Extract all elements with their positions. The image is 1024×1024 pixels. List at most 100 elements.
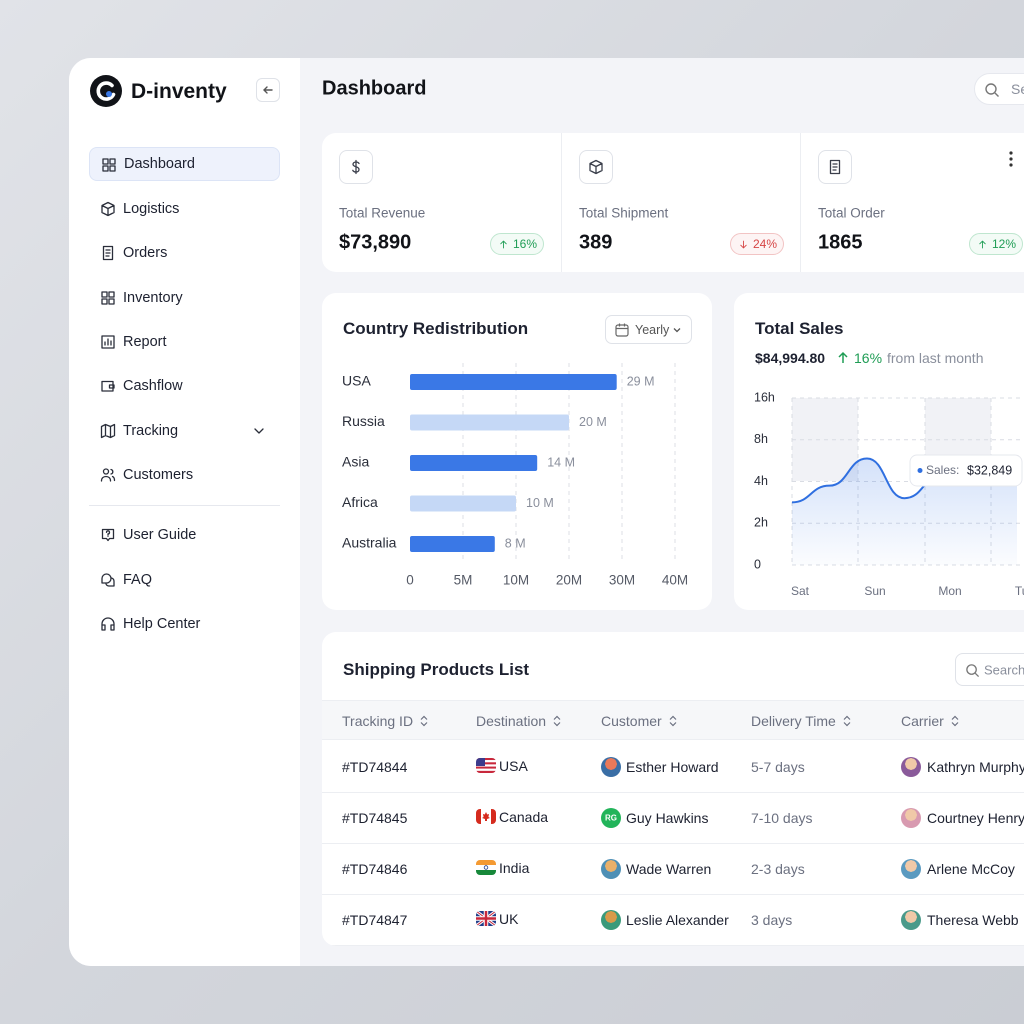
stat-value: $73,890 [339, 231, 412, 254]
nav-item[interactable]: Cashflow [89, 369, 280, 403]
support-item[interactable]: User Guide [89, 518, 280, 552]
collapse-button[interactable] [256, 78, 280, 102]
nav-icon [101, 380, 115, 392]
nav-icon [101, 335, 115, 349]
avatar [901, 808, 921, 828]
flag [476, 809, 496, 824]
avatar-initials: RG [605, 813, 617, 823]
customer: Wade Warren [626, 861, 712, 877]
stripe [476, 764, 496, 767]
country-card: Country Redistribution Yearly 0 5M 10M 20M 3… [322, 293, 712, 610]
stripe [476, 766, 496, 769]
sidebar: D-inventy Dashboard Logistics Orders Invent… [69, 58, 300, 966]
nav-icon [102, 158, 116, 172]
delivery-time: 3 days [751, 912, 793, 928]
support-item[interactable]: FAQ [89, 563, 280, 597]
flag [476, 758, 496, 773]
nav-item[interactable]: Dashboard [89, 147, 280, 181]
nav-icon-path [101, 572, 115, 587]
chevron [254, 428, 264, 434]
more-button[interactable] [1003, 149, 1019, 169]
card-title: Shipping Products List [343, 660, 530, 679]
column-header[interactable]: Delivery Time [751, 713, 852, 729]
x-tick-label: 20M [556, 573, 582, 588]
nav-item[interactable]: Customers [89, 458, 280, 492]
stat-icon [352, 159, 360, 175]
column-header[interactable]: Customer [601, 713, 678, 729]
carrier: Kathryn Murphy [927, 759, 1024, 775]
stat-cell: Total Order 1865 12% [800, 133, 1024, 272]
y-tick-label: 8h [754, 432, 768, 446]
chevron [673, 328, 681, 333]
search-icon [966, 664, 980, 678]
x-tick-label: 30M [609, 573, 635, 588]
band [476, 860, 496, 865]
cross-red [476, 911, 496, 926]
nav-item[interactable]: Inventory [89, 281, 280, 315]
tracking-id: #TD74846 [342, 861, 408, 877]
nav-item[interactable]: Report [89, 325, 280, 359]
stat-cell: Total Shipment 389 24% [561, 133, 800, 272]
search-placeholder: Search [1011, 81, 1024, 97]
carrier: Courtney Henry [927, 810, 1024, 826]
canton [476, 758, 485, 766]
band [476, 865, 496, 870]
trend-icon [740, 240, 747, 249]
trend-up-icon [838, 351, 848, 363]
delivery-time: 2-3 days [751, 861, 805, 877]
stat-icon-path [352, 159, 360, 175]
y-tick-label: 4h [754, 474, 768, 488]
tooltip: Sales: $32,849 [909, 454, 1023, 487]
nav-item[interactable]: Orders [89, 236, 280, 270]
value-label: 8 M [505, 536, 526, 550]
support-item[interactable]: Help Center [89, 607, 280, 641]
tracking-id: #TD74845 [342, 810, 408, 826]
sales-change: 16% [854, 350, 883, 366]
table-search[interactable]: Search [955, 653, 1024, 686]
column-header[interactable]: Tracking ID [342, 713, 429, 729]
value-label: 10 M [526, 496, 554, 510]
stat-value: 389 [579, 231, 613, 254]
stripe [476, 770, 496, 773]
sort-path [669, 715, 677, 727]
stats-card: Total Revenue $73,890 16% Total Shipment 389… [322, 133, 1024, 272]
sort-path [553, 715, 561, 727]
period-label: Yearly [635, 323, 670, 337]
collapse-icon [263, 86, 273, 94]
nav-item[interactable]: Logistics [89, 192, 280, 226]
band [476, 809, 481, 824]
period-select[interactable]: Yearly [605, 315, 692, 344]
x-tick-label: 10M [503, 573, 529, 588]
row-divider [322, 843, 1024, 844]
category-label: USA [342, 373, 371, 389]
bar [410, 414, 569, 431]
trend-icon [979, 240, 986, 249]
trend-icon-path [740, 240, 747, 249]
row-divider [322, 792, 1024, 793]
search-box[interactable]: Search [974, 73, 1024, 105]
bar-chart: 0 5M 10M 20M 30M 40M USA 29 M Russia 20 M Asia 14 M… [342, 363, 688, 588]
nav-icon [100, 468, 116, 482]
customer: Guy Hawkins [626, 810, 709, 826]
band [476, 870, 496, 875]
flag [476, 860, 496, 875]
value-label: 14 M [547, 455, 575, 469]
bar [410, 536, 495, 552]
card-title: Country Redistribution [343, 319, 529, 338]
column-header[interactable]: Destination [476, 713, 562, 729]
stat-icon-box [339, 150, 373, 184]
nav-label: Logistics [123, 201, 180, 217]
nav-label: Customers [123, 467, 194, 483]
avatar [901, 757, 921, 777]
column-header[interactable]: Carrier [901, 713, 960, 729]
nav-item[interactable]: Tracking [89, 414, 280, 448]
nav-icon [101, 572, 115, 587]
stat-change: 12% [992, 237, 1017, 251]
category-label: Asia [342, 454, 369, 470]
sales-card: Total Sales $84,994.80 16% from last mon… [734, 293, 1024, 610]
x-tick-label: 0 [406, 573, 414, 588]
nav-icon-path [101, 201, 115, 217]
nav-icon [101, 291, 115, 305]
tracking-id: #TD74844 [342, 759, 408, 775]
